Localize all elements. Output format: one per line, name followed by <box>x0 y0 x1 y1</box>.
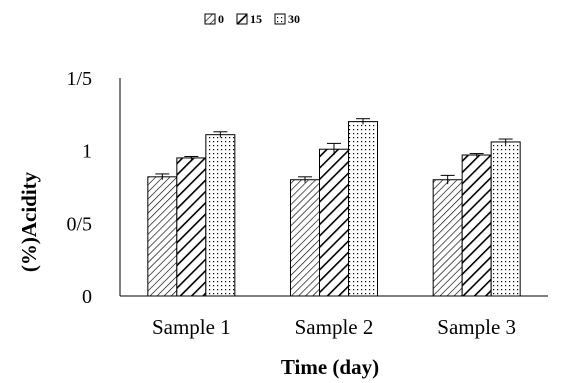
legend-swatch <box>274 13 286 25</box>
y-tick-label: 0 <box>82 286 92 308</box>
bar-0-2 <box>290 179 320 297</box>
bar-30-2 <box>348 121 378 297</box>
legend-swatch <box>236 13 248 25</box>
bar-0-1 <box>147 176 178 297</box>
bar-15-2 <box>319 148 349 297</box>
y-tick-label: 1 <box>82 141 92 163</box>
legend-label: 30 <box>288 12 300 26</box>
legend-label: 0 <box>218 12 224 26</box>
x-axis-ticks: Sample 1 Sample 2 Sample 3 <box>152 315 516 339</box>
legend-label: 15 <box>250 12 262 26</box>
bar-15-3 <box>461 154 492 297</box>
legend: 0 15 30 <box>204 12 300 26</box>
bar-15-1 <box>176 157 207 297</box>
y-tick-label: 1/5 <box>66 68 92 90</box>
y-axis-title: (%)Acidity <box>17 171 41 272</box>
x-tick-label: Sample 2 <box>295 315 374 339</box>
x-tick-label: Sample 1 <box>152 315 231 339</box>
bar-0-3 <box>432 179 463 297</box>
bar-30-3 <box>490 141 521 297</box>
error-bars <box>155 118 513 185</box>
legend-swatch <box>204 13 216 25</box>
y-axis-ticks: 0 0/5 1 1/5 <box>66 68 92 308</box>
x-tick-label: Sample 3 <box>437 315 516 339</box>
x-axis-title: Time (day) <box>281 355 379 379</box>
bar-30-1 <box>205 134 236 297</box>
y-tick-label: 0/5 <box>66 213 92 235</box>
